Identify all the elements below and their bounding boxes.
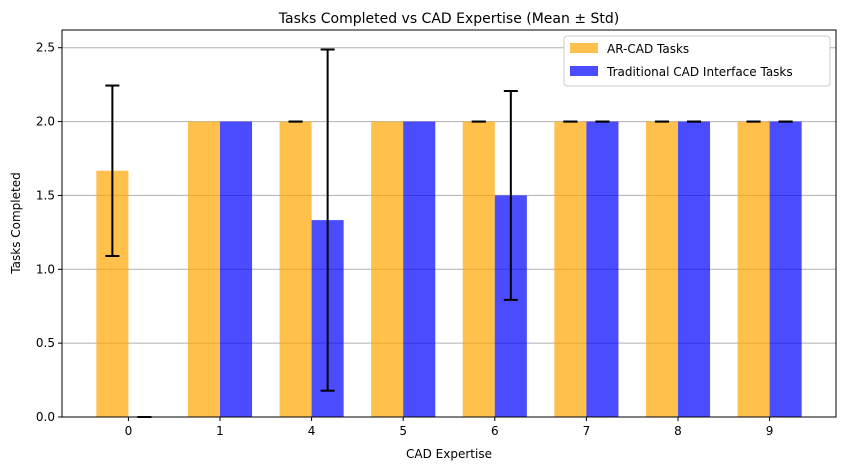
x-tick-label: 0 [125, 424, 133, 438]
bar-ar-cad [187, 121, 221, 418]
legend-label-traditional: Traditional CAD Interface Tasks [606, 65, 793, 79]
bar-ar-cad [737, 121, 770, 418]
bar-ar-cad [554, 121, 587, 418]
legend-label-ar-cad: AR-CAD Tasks [607, 42, 689, 56]
bar-traditional [586, 121, 619, 418]
x-axis-label: CAD Expertise [406, 447, 492, 461]
x-tick-label: 9 [766, 424, 774, 438]
y-tick-label: 0.0 [36, 410, 55, 424]
bar-ar-cad [371, 121, 404, 418]
bar-ar-cad [279, 121, 312, 418]
x-tick-label: 1 [216, 424, 224, 438]
y-tick-label: 2.5 [36, 41, 55, 55]
bar-traditional [403, 121, 436, 418]
bar-traditional [220, 121, 253, 418]
y-axis-label: Tasks Completed [9, 172, 23, 274]
x-tick-label: 7 [583, 424, 591, 438]
x-tick-label: 6 [491, 424, 499, 438]
x-tick-label: 5 [399, 424, 407, 438]
plot-frame [61, 29, 837, 418]
bar-traditional [677, 121, 711, 418]
x-tick-label: 8 [674, 424, 682, 438]
legend: AR-CAD Tasks Traditional CAD Interface T… [563, 35, 831, 87]
chart-title: Tasks Completed vs CAD Expertise (Mean ±… [278, 11, 619, 27]
y-tick-label: 1.0 [36, 262, 55, 276]
y-tick-label: 1.5 [36, 188, 55, 202]
y-tick-label: 2.0 [36, 115, 55, 129]
legend-swatch-ar-cad [570, 43, 598, 53]
legend-swatch-traditional [570, 66, 598, 76]
y-tick-label: 0.5 [36, 336, 55, 350]
bar-traditional [769, 121, 802, 418]
bar-ar-cad [462, 121, 495, 418]
x-tick-label: 4 [308, 424, 316, 438]
bar-ar-cad [645, 121, 678, 418]
